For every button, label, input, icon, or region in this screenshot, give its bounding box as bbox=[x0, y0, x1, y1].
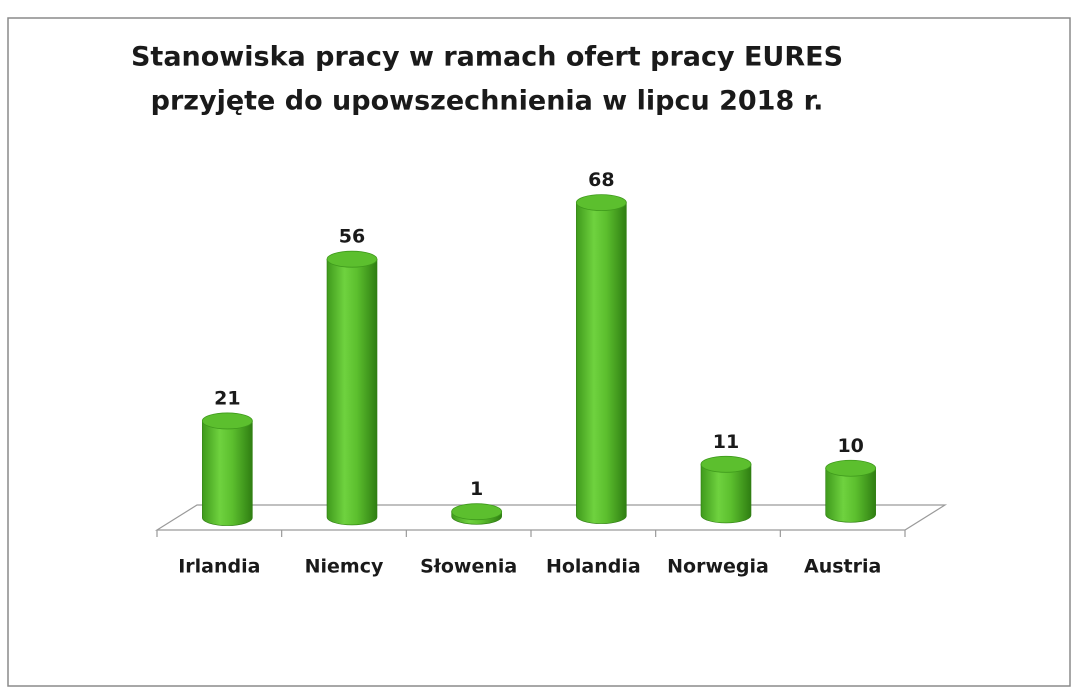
frame bbox=[7, 17, 1071, 687]
data-label: 56 bbox=[339, 226, 365, 248]
x-tick-label: Słowenia bbox=[420, 556, 517, 578]
bar-top bbox=[326, 250, 378, 268]
bar-top bbox=[700, 455, 752, 473]
chart-title: Stanowiska pracy w ramach ofert pracy EU… bbox=[131, 42, 843, 73]
x-tick-label: Niemcy bbox=[305, 556, 384, 578]
data-label: 10 bbox=[837, 435, 863, 457]
data-label: 68 bbox=[588, 169, 614, 191]
bar bbox=[700, 464, 752, 524]
data-label: 11 bbox=[713, 431, 739, 453]
x-tick-label: Irlandia bbox=[178, 556, 260, 578]
bar-top bbox=[201, 412, 253, 430]
bar bbox=[825, 467, 876, 523]
data-label: 1 bbox=[470, 478, 483, 500]
bar-top bbox=[451, 503, 503, 521]
bar bbox=[576, 202, 627, 524]
x-tick-label: Austria bbox=[804, 556, 881, 578]
bar-top bbox=[825, 459, 877, 477]
bar bbox=[326, 258, 378, 526]
data-label: 21 bbox=[214, 387, 240, 409]
x-tick-label: Holandia bbox=[546, 556, 641, 578]
bar bbox=[202, 420, 253, 526]
bar-top bbox=[575, 194, 627, 212]
x-tick-label: Norwegia bbox=[667, 556, 769, 578]
chart-title: przyjęte do upowszechnienia w lipcu 2018… bbox=[151, 86, 824, 117]
